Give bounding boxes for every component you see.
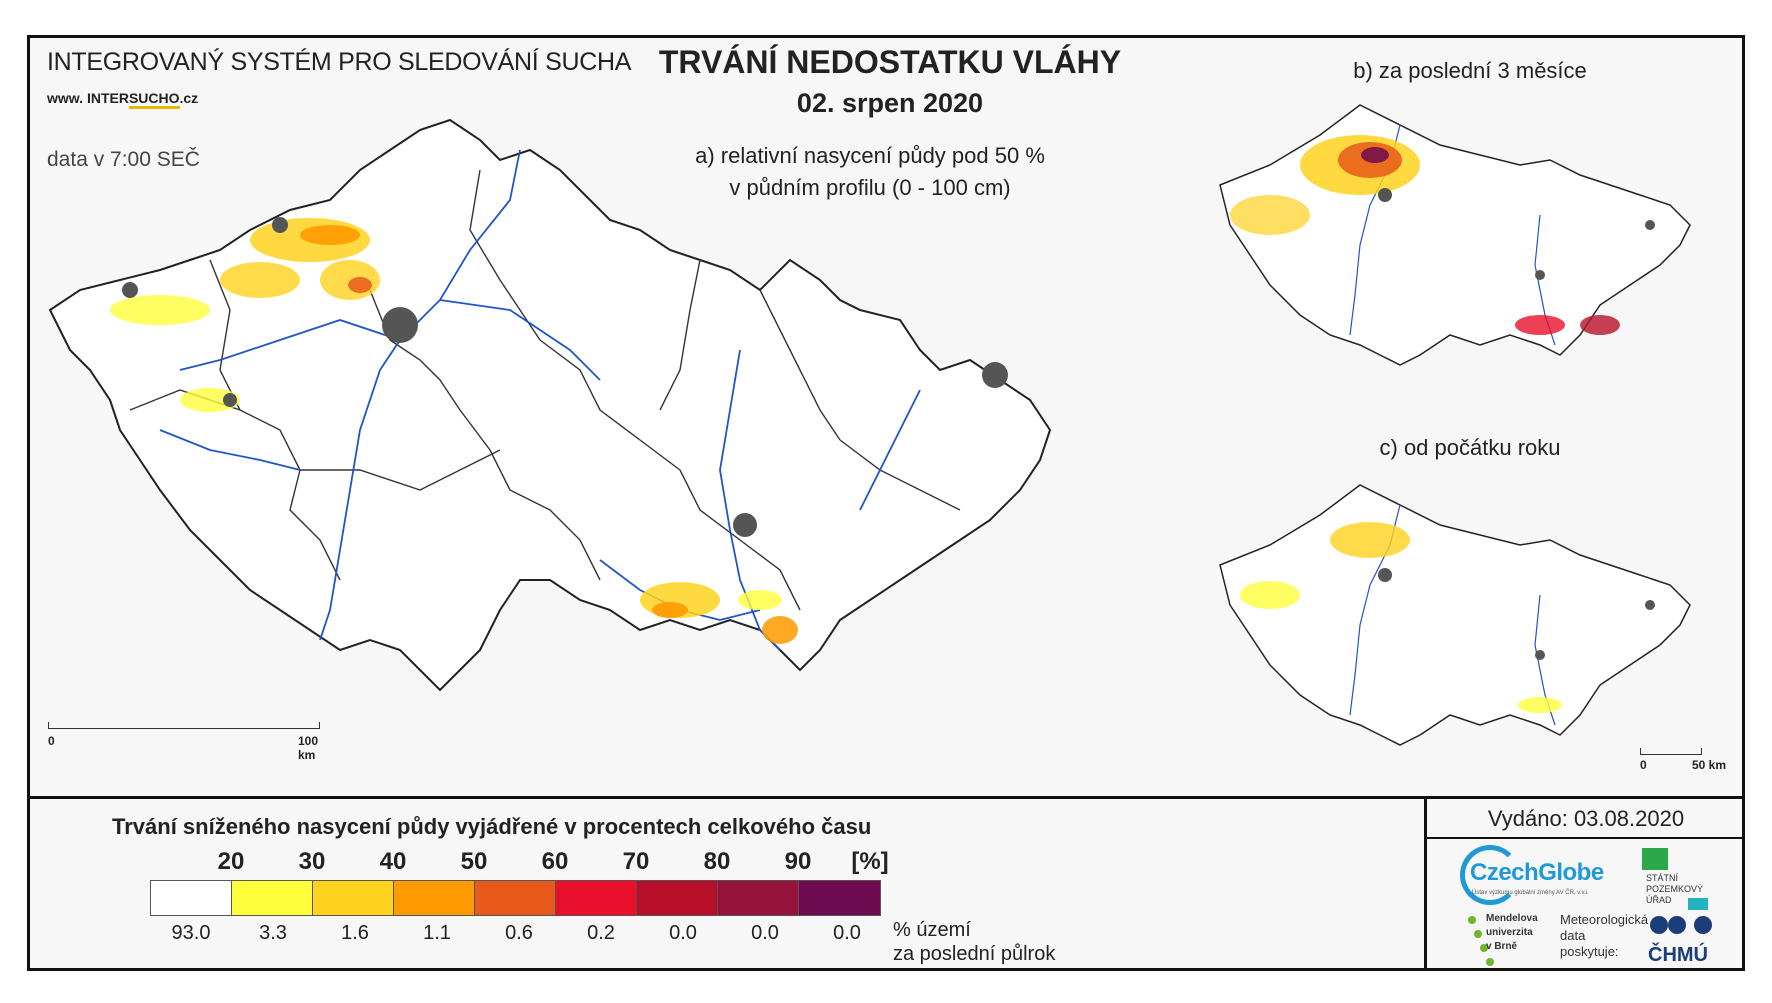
chmu-logo: ČHMÚ bbox=[1642, 898, 1722, 973]
divider bbox=[27, 796, 1745, 799]
legend-swatch bbox=[313, 881, 394, 915]
mendelu-logo: Mendelova univerzita v Brně bbox=[1466, 912, 1556, 972]
legend-swatch bbox=[232, 881, 313, 915]
panel-a-caption: a) relativní nasycení půdy pod 50 % v pů… bbox=[695, 143, 1045, 200]
meteorological-data-note: Meteorologická data poskytuje: bbox=[1560, 912, 1649, 959]
divider bbox=[1424, 796, 1427, 971]
map-panel-c bbox=[1219, 484, 1691, 746]
main-map bbox=[48, 118, 1052, 692]
panel-b-caption: b) za poslední 3 měsíce bbox=[1353, 58, 1587, 83]
legend-percentages: 93.0 3.3 1.6 1.1 0.6 0.2 0.0 0.0 0.0 bbox=[171, 922, 861, 944]
spu-logo: STÁTNÍ POZEMKOVÝ ÚŘAD bbox=[1642, 848, 1712, 908]
drought-patches bbox=[110, 218, 798, 644]
small-scale-bar: 0 50 km bbox=[1640, 748, 1740, 778]
legend-swatch bbox=[475, 881, 556, 915]
rivers bbox=[159, 149, 921, 651]
issued-date: Vydáno: 03.08.2020 bbox=[1487, 806, 1685, 831]
percent-area-label: % území za poslední půlrok bbox=[893, 919, 1056, 965]
legend-swatch bbox=[556, 881, 637, 915]
region-borders bbox=[129, 169, 961, 611]
panel-c-caption: c) od počátku roku bbox=[1379, 435, 1561, 460]
legend-swatch bbox=[394, 881, 475, 915]
legend-swatch bbox=[151, 881, 232, 915]
legend-swatch bbox=[718, 881, 799, 915]
legend-color-bar bbox=[150, 880, 881, 916]
cities bbox=[122, 217, 1008, 537]
country-outline bbox=[48, 118, 1052, 692]
website-link[interactable]: www. INTERSUCHO.cz bbox=[47, 90, 198, 109]
legend-ticks: 20 30 40 50 60 70 80 90 [%] bbox=[217, 848, 889, 875]
map-panel-b bbox=[1219, 104, 1691, 366]
main-scale-bar: 0 100 km bbox=[48, 722, 328, 762]
data-time-note: data v 7:00 SEČ bbox=[47, 148, 200, 171]
legend-swatch bbox=[637, 881, 718, 915]
legend-swatch bbox=[799, 881, 880, 915]
czechglobe-logo: CzechGlobe Ústav výzkumu globální změny … bbox=[1460, 845, 1610, 915]
divider bbox=[1424, 837, 1745, 839]
main-title: TRVÁNÍ NEDOSTATKU VLÁHY bbox=[658, 44, 1122, 80]
date-label: 02. srpen 2020 bbox=[796, 88, 984, 118]
system-title: INTEGROVANÝ SYSTÉM PRO SLEDOVÁNÍ SUCHA bbox=[47, 48, 632, 76]
legend-title: Trvání sníženého nasycení půdy vyjádřené… bbox=[112, 814, 872, 839]
